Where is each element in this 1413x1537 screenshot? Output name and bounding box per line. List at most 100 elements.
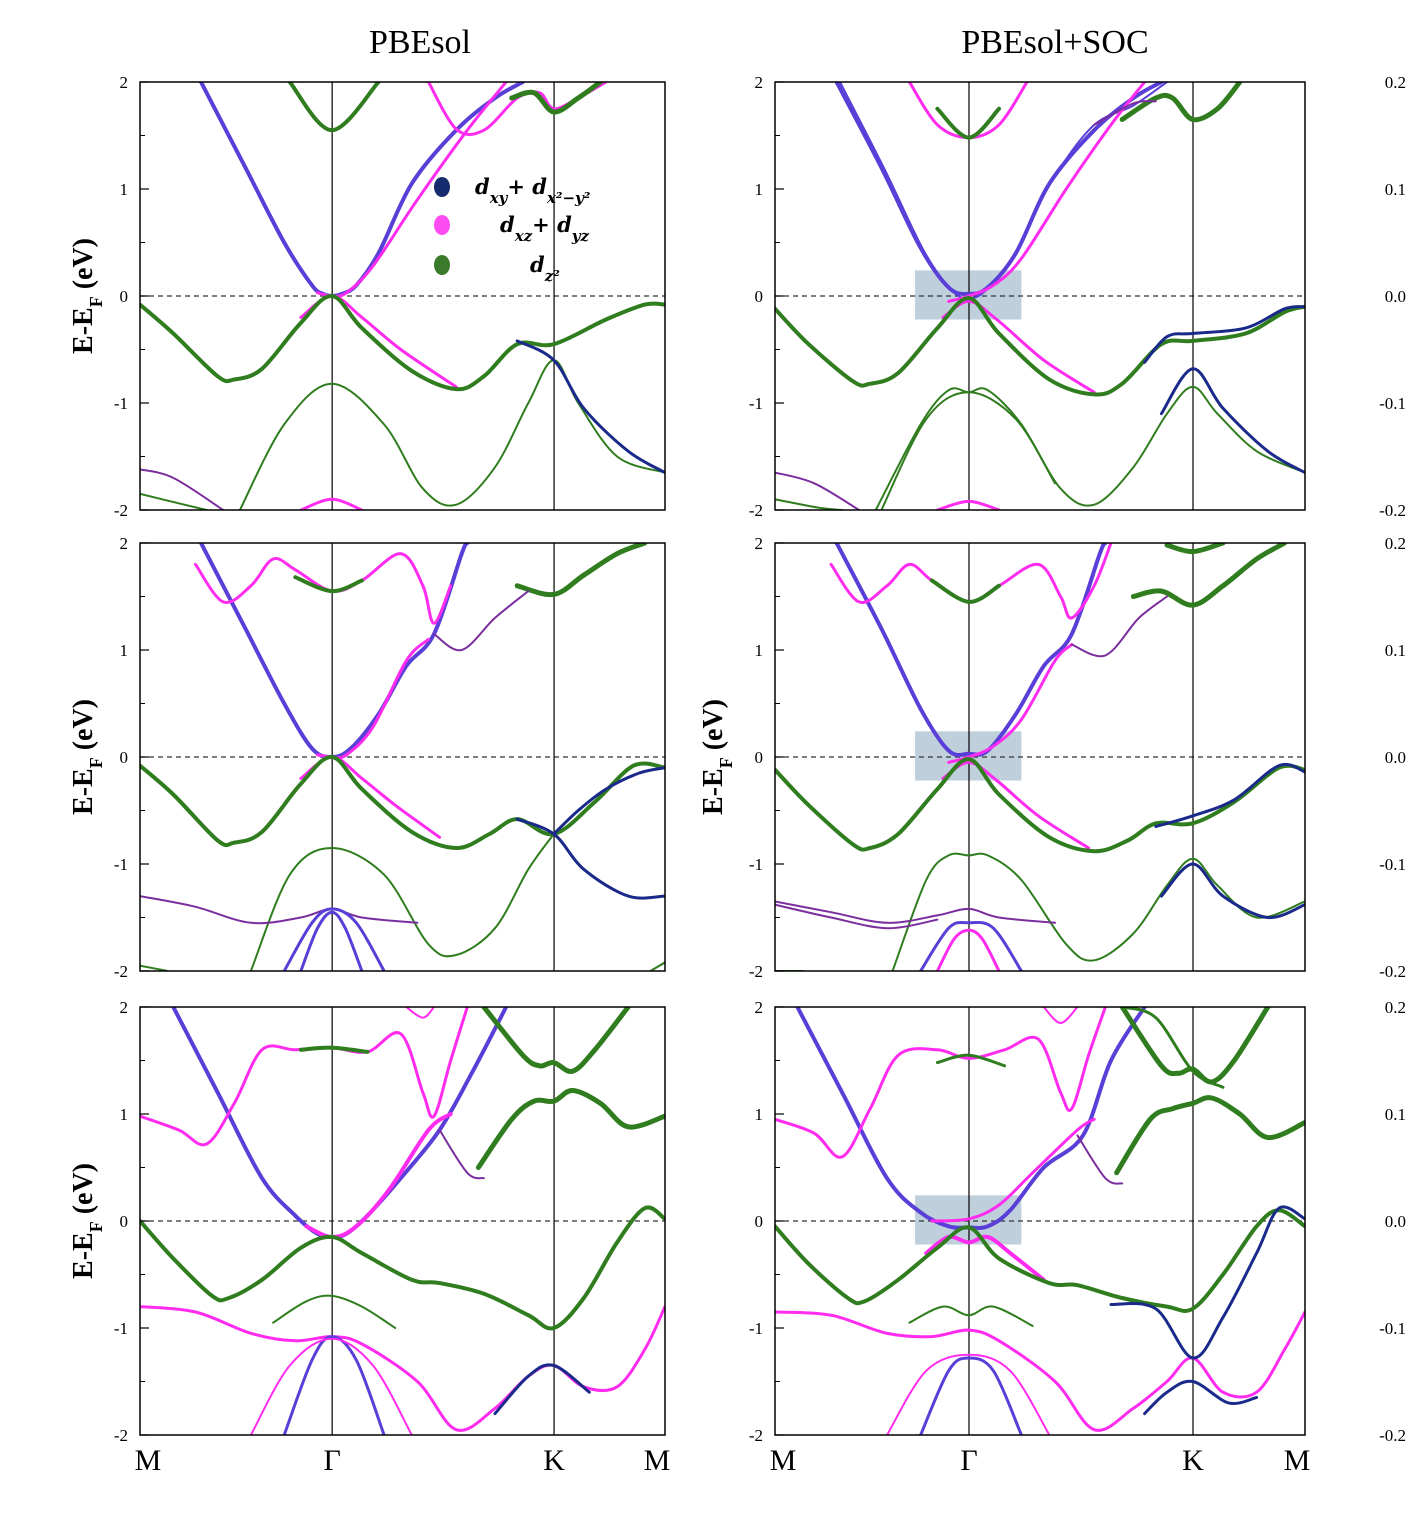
band-line-band-i2 [1114,1095,1305,1176]
y-axis-label-sub: F [86,296,106,307]
band-line-band-k [775,471,860,510]
band-line-band-g [907,82,1029,140]
band-line-band-h2 [935,1053,1007,1068]
bands [140,82,665,510]
band-line-band-i [1130,543,1288,608]
y-tick-label: -1 [114,855,128,874]
y-tick-label: 2 [755,73,764,92]
y-axis-label-main: E-E [68,768,99,815]
right-axis-tick-label: -0.2 [1379,962,1406,981]
panel-row1-PBEsol: -2 -1 0 1 2 E-EF (eV) [68,73,666,520]
kpoint-label: M [644,1444,671,1477]
y-axis-label-unit: (eV) [68,699,99,757]
band-line-band-d2 [1154,762,1305,828]
bands [775,1007,1305,1435]
band-line-band-g [919,920,1023,971]
band-line-band-e [908,1305,1034,1327]
band-line-band-j [299,497,364,510]
title-pbesol-soc: PBEsol+SOC [961,24,1148,61]
band-line-band-i2 [1093,100,1157,126]
band-line-band-f [1159,367,1305,475]
title-pbesol: PBEsol [369,24,471,61]
legend-marker [434,255,450,275]
band-line-band-h2 [298,1045,370,1054]
band-line-band-d [140,755,665,851]
band-line-band-e [272,1294,397,1329]
kpoint-label: Γ [323,1444,340,1477]
y-axis-label-unit: (eV) [698,699,729,757]
band-line-band-a [199,543,470,760]
right-axis-tick-label: 0.2 [1385,73,1406,92]
band-line-band-h [775,1007,1107,1159]
band-line-band-f3 [1109,1205,1305,1360]
right-axis-tick-label: 0.0 [1385,748,1406,767]
y-tick-label: 2 [120,73,129,92]
panel-row2-SOC: -2 -1 0 1 2 E-EF (eV) 0.2 0.1 0.0 -0.1 -0.2 [698,534,1406,981]
y-tick-label: 2 [755,998,764,1017]
right-axis-tick-label: -0.1 [1379,1319,1406,1338]
right-axis-tick-label: -0.2 [1379,1426,1406,1445]
y-tick-label: 1 [755,1105,764,1124]
band-line-band-i2 [433,590,530,652]
band-line-band-i [1119,82,1243,123]
band-line-band-l [649,961,665,971]
band-line-band-f [775,1310,1305,1432]
y-tick-label: 2 [120,998,129,1017]
band-line-band-g2 [935,928,1001,971]
y-tick-label: 1 [755,180,764,199]
band-line-band-j [405,1007,435,1019]
y-axis-label-sub: F [86,757,106,768]
band-line-band-f [140,895,419,925]
band-line-band-c [941,299,1096,394]
kpoint-label: Γ [960,1444,977,1477]
band-line-band-i [1119,1007,1271,1085]
band-line-band-j [1042,1007,1079,1024]
band-line-band-h [935,106,1001,140]
y-axis-label-main: E-E [698,768,729,815]
legend-label-part: x²−y² [546,189,591,207]
band-line-band-e2 [1159,862,1305,920]
panel-row3-SOC: -2 -1 0 1 2 M Γ K M 0.2 0.1 0.0 -0.1 -0.2 [749,998,1406,1477]
y-tick-label: 0 [120,287,129,306]
band-line-band-f [140,1305,665,1432]
legend-label: dxy+ dx²−y² [475,174,591,207]
legend-label-part: + d [507,174,547,199]
band-line-band-b [304,1112,453,1239]
y-axis-label-main: E-E [68,1232,99,1279]
band-line-band-d [140,1205,665,1331]
band-line-band-i [509,82,603,115]
y-tick-label: -1 [749,1319,763,1338]
y-tick-label: 0 [120,1212,129,1231]
legend-marker [434,215,450,235]
right-axis-tick-label: 0.1 [1385,1105,1406,1124]
y-tick-label: 1 [755,641,764,660]
right-axis-tick-label: 0.2 [1385,534,1406,553]
right-axis-tick-label: 0.2 [1385,998,1406,1017]
y-tick-label: 2 [755,534,764,553]
kpoint-label: M [135,1444,162,1477]
band-line-band-g2 [299,910,364,971]
band-line-band-i [481,1007,631,1074]
band-line-band-k [1120,1007,1225,1089]
kpoint-label: M [770,1444,797,1477]
y-tick-label: -2 [114,501,128,520]
y-tick-label: 1 [120,641,129,660]
legend-label-part: d [530,252,545,277]
band-line-band-l [775,498,844,510]
band-line-band-g [282,1335,386,1435]
band-line-band-d [140,294,665,392]
band-line-band-f2 [775,903,939,930]
panel-row1-SOC: -2 -1 0 1 2 0.2 0.1 0.0 -0.1 -0.2 [749,73,1406,520]
y-axis-label: E-EF (eV) [68,238,106,354]
y-tick-label: -2 [114,962,128,981]
right-axis-tick-label: 0.0 [1385,287,1406,306]
legend-label: dxz+ dyz [500,212,589,245]
y-tick-label: -2 [749,962,763,981]
legend-label-part: + d [532,212,572,237]
y-axis-label-unit: (eV) [68,1163,99,1221]
band-line-band-e2 [880,391,1056,510]
legend-label-part: yz [571,227,590,245]
